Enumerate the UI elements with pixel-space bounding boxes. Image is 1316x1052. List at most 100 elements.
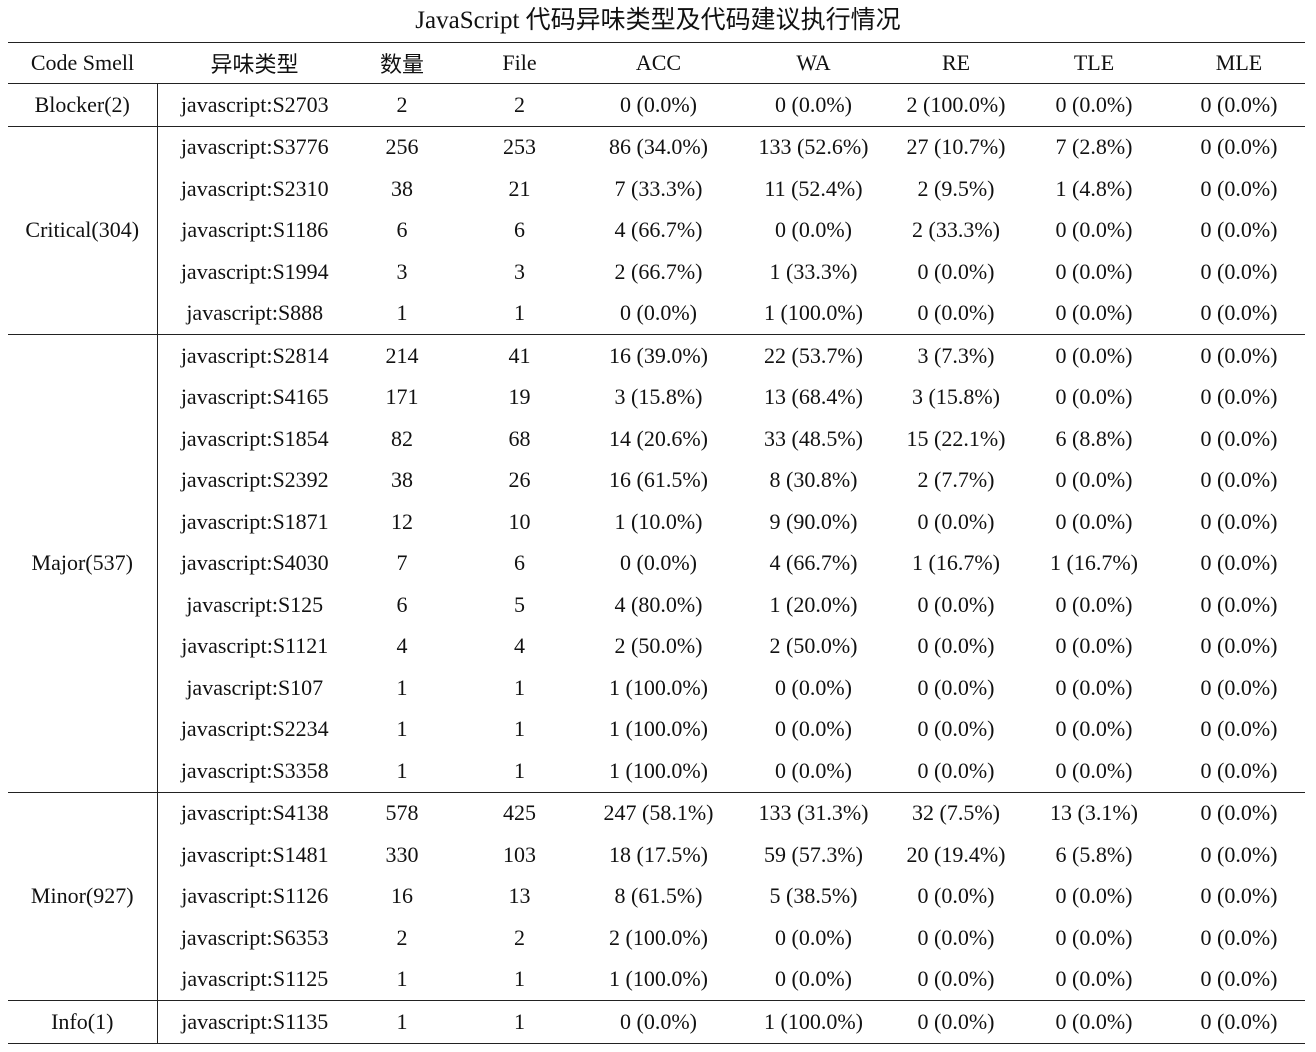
column-header-acc: ACC — [587, 42, 730, 84]
cell-re: 0 (0.0%) — [917, 716, 995, 742]
cell-wa: 2 (50.0%) — [769, 633, 858, 659]
cell-wa: 0 (0.0%) — [775, 217, 852, 243]
cell-wa: 0 (0.0%) — [730, 83, 897, 126]
cell-re: 2 (7.7%) — [917, 467, 995, 493]
cell-re: 15 (22.1%) — [906, 425, 1006, 451]
cell-re: 3 (7.3%) — [897, 334, 1015, 377]
cell-file: 425 — [452, 791, 587, 834]
cell-file: 2 — [514, 924, 525, 950]
table-row: Info(1) javascript:S1135 1 1 0 (0.0%) 1 (100.… — [8, 1000, 1305, 1044]
table-row: javascript:S125 6 5 4 (80.0%) 1 (20.0%) 0 (0.… — [8, 584, 1305, 626]
cell-file: 1 — [452, 1000, 587, 1044]
table-row: javascript:S1126 16 13 8 (61.5%) 5 (38.5%) 0 … — [8, 876, 1305, 918]
cell-wa: 0 (0.0%) — [775, 674, 852, 700]
cell-file: 1 — [514, 757, 525, 783]
cell-acc: 86 (34.0%) — [587, 125, 730, 168]
cell-wa: 133 (31.3%) — [730, 791, 897, 834]
cell-smell-type: javascript:S1186 — [181, 217, 329, 243]
cell-file: 6 — [514, 550, 525, 576]
column-header-re: RE — [897, 42, 1015, 84]
cell-smell-type: javascript:S888 — [186, 300, 324, 326]
cell-wa: 1 (20.0%) — [769, 591, 858, 617]
cell-file: 103 — [503, 841, 536, 867]
table-row: javascript:S2234 1 1 1 (100.0%) 0 (0.0%) 0 (0… — [8, 709, 1305, 751]
column-header-code-smell: Code Smell — [8, 42, 157, 84]
column-header-count: 数量 — [352, 42, 452, 84]
cell-file: 253 — [452, 125, 587, 168]
cell-acc: 18 (17.5%) — [609, 841, 708, 867]
cell-re: 0 (0.0%) — [917, 757, 995, 783]
cell-re: 0 (0.0%) — [897, 1000, 1015, 1044]
cell-wa: 11 (52.4%) — [764, 175, 863, 201]
cell-tle: 0 (0.0%) — [1055, 384, 1133, 410]
table-row: Critical(304) javascript:S3776 256 253 86 (3… — [8, 125, 1305, 335]
cell-acc: 4 (66.7%) — [614, 217, 703, 243]
cell-re: 0 (0.0%) — [917, 966, 995, 992]
cell-re: 0 (0.0%) — [917, 633, 995, 659]
table-row: javascript:S4030 7 6 0 (0.0%) 4 (66.7%) 1 (16… — [8, 543, 1305, 585]
column-header-file: File — [452, 42, 587, 84]
cell-wa: 9 (90.0%) — [769, 508, 858, 534]
cell-file: 1 — [514, 716, 525, 742]
cell-wa: 4 (66.7%) — [769, 550, 858, 576]
cell-acc: 2 (100.0%) — [609, 924, 708, 950]
cell-count: 1 — [396, 300, 408, 326]
cell-acc: 2 (66.7%) — [614, 258, 703, 284]
cell-re: 0 (0.0%) — [917, 258, 995, 284]
cell-wa: 1 (100.0%) — [764, 300, 863, 326]
cell-file: 19 — [508, 384, 531, 410]
cell-mle: 0 (0.0%) — [1173, 83, 1305, 126]
cell-acc: 4 (80.0%) — [614, 591, 703, 617]
cell-wa: 0 (0.0%) — [775, 966, 852, 992]
cell-tle: 0 (0.0%) — [1055, 633, 1133, 659]
cell-count: 16 — [391, 883, 413, 909]
cell-smell-type: javascript:S1854 — [180, 425, 329, 451]
cell-re: 3 (15.8%) — [912, 384, 1000, 410]
cell-wa: 22 (53.7%) — [730, 334, 897, 377]
cell-mle: 0 (0.0%) — [1200, 467, 1278, 493]
cell-count: 38 — [391, 175, 413, 201]
cell-smell-type: javascript:S2703 — [157, 83, 352, 126]
cell-re: 1 (16.7%) — [912, 550, 1000, 576]
cell-tle: 0 (0.0%) — [1015, 334, 1173, 377]
table-row: Blocker(2) javascript:S2703 2 2 0 (0.0%) 0 (0… — [8, 83, 1305, 126]
cell-tle: 0 (0.0%) — [1055, 716, 1133, 742]
cell-smell-type: javascript:S2814 — [157, 334, 352, 377]
table-row: javascript:S3358 1 1 1 (100.0%) 0 (0.0%) 0 (0… — [8, 750, 1305, 792]
cell-acc: 16 (39.0%) — [587, 334, 730, 377]
cell-smell-type: javascript:S2310 — [180, 175, 329, 201]
cell-re: 0 (0.0%) — [917, 508, 995, 534]
code-smell-group-cell: Blocker(2) — [8, 83, 158, 126]
cell-acc: 16 (61.5%) — [609, 467, 708, 493]
cell-mle: 0 (0.0%) — [1200, 841, 1278, 867]
cell-count: 578 — [352, 791, 452, 834]
cell-mle: 0 (0.0%) — [1200, 425, 1278, 451]
cell-count: 2 — [352, 83, 452, 126]
table-row: javascript:S1994 3 3 2 (66.7%) 1 (33.3%) 0 (0… — [8, 251, 1305, 293]
cell-file: 1 — [514, 300, 525, 326]
cell-mle: 0 (0.0%) — [1200, 757, 1278, 783]
cell-re: 0 (0.0%) — [917, 591, 995, 617]
cell-smell-type: javascript:S1135 — [157, 1000, 352, 1044]
cell-re: 0 (0.0%) — [917, 674, 995, 700]
cell-count: 171 — [385, 384, 419, 410]
table-row: javascript:S6353 2 2 2 (100.0%) 0 (0.0%) 0 (0… — [8, 917, 1305, 959]
cell-tle: 0 (0.0%) — [1055, 674, 1133, 700]
cell-smell-type: javascript:S1481 — [180, 841, 329, 867]
cell-smell-type: javascript:S125 — [186, 591, 324, 617]
cell-tle: 0 (0.0%) — [1055, 217, 1133, 243]
cell-count: 2 — [396, 924, 408, 950]
cell-tle: 0 (0.0%) — [1055, 300, 1133, 326]
cell-mle: 0 (0.0%) — [1200, 883, 1278, 909]
cell-mle: 0 (0.0%) — [1173, 791, 1305, 834]
table-row: javascript:S1186 6 6 4 (66.7%) 0 (0.0%) 2 (33… — [8, 210, 1305, 252]
table-row: javascript:S2392 38 26 16 (61.5%) 8 (30.8%) 2… — [8, 460, 1305, 502]
cell-acc: 0 (0.0%) — [587, 1000, 730, 1044]
cell-acc: 1 (100.0%) — [609, 757, 708, 783]
cell-smell-type: javascript:S1125 — [181, 966, 329, 992]
cell-file: 21 — [508, 175, 531, 201]
cell-tle: 1 (4.8%) — [1055, 175, 1133, 201]
table-row: javascript:S1121 4 4 2 (50.0%) 2 (50.0%) 0 (0… — [8, 626, 1305, 668]
table-row: javascript:S107 1 1 1 (100.0%) 0 (0.0%) 0 (0.… — [8, 667, 1305, 709]
cell-count: 38 — [391, 467, 413, 493]
